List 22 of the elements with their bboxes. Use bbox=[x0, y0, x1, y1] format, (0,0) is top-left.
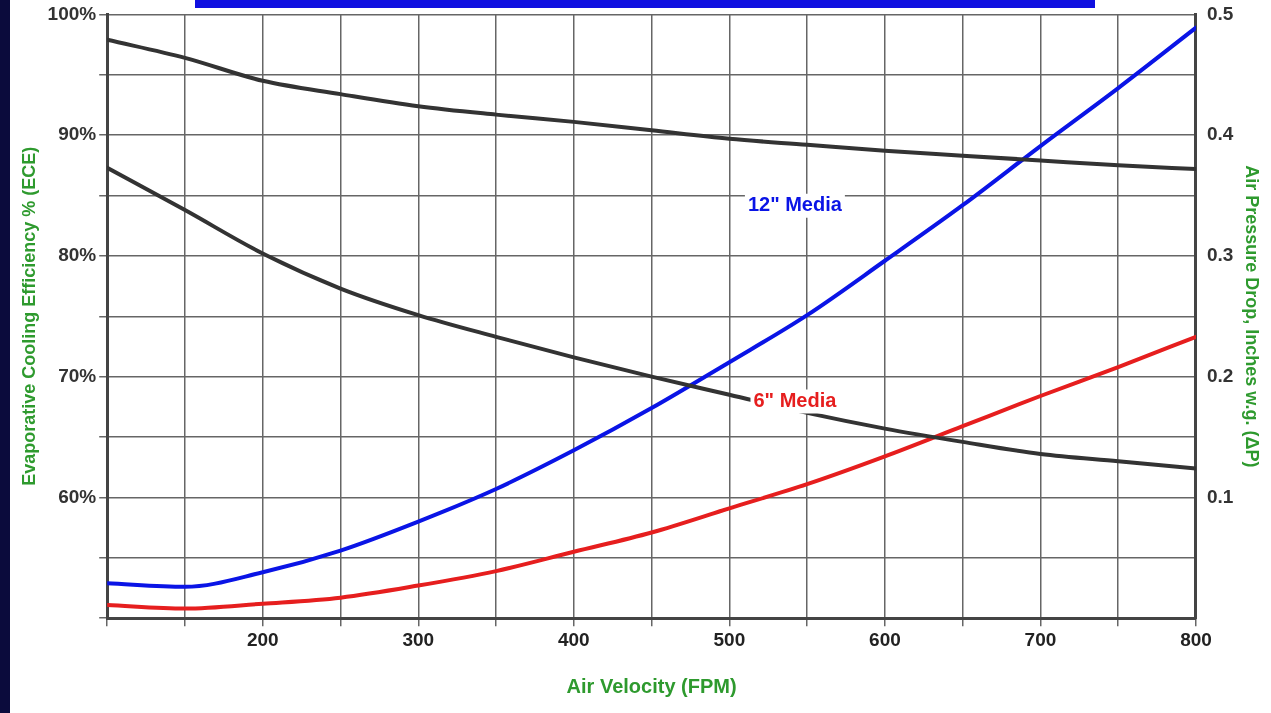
y2-tick-label: 0.5 bbox=[1206, 2, 1234, 24]
x-tick-label: 800 bbox=[1180, 628, 1212, 650]
x-tick-label: 400 bbox=[557, 628, 590, 650]
y2-tick-label: 0.4 bbox=[1206, 123, 1234, 145]
y-tick-label: 80% bbox=[58, 244, 97, 266]
x-tick-label: 700 bbox=[1024, 628, 1057, 650]
y2-tick-label: 0.1 bbox=[1206, 485, 1234, 507]
x-tick-label: 300 bbox=[402, 628, 435, 650]
y2-tick-label: 0.3 bbox=[1206, 244, 1234, 266]
x-axis-title: Air Velocity (FPM) bbox=[566, 674, 737, 697]
x-tick-label: 200 bbox=[246, 628, 279, 650]
x-tick-label: 500 bbox=[713, 628, 746, 650]
text: 6" Media bbox=[753, 388, 838, 411]
y2-axis-title: Air Pressure Drop, Inches w.g. (ΔP) bbox=[1242, 165, 1263, 468]
x-tick-label: 600 bbox=[869, 628, 901, 650]
y-axis-title: Evaporative Cooling Efficiency % (ECE) bbox=[18, 146, 39, 486]
y-tick-label: 60% bbox=[58, 485, 97, 507]
y-tick-label: 90% bbox=[58, 123, 97, 145]
y2-tick-label: 0.2 bbox=[1206, 364, 1234, 386]
y-tick-label: 70% bbox=[58, 364, 97, 386]
text: 12" Media bbox=[747, 193, 843, 216]
y-tick-label: 100% bbox=[47, 2, 97, 24]
